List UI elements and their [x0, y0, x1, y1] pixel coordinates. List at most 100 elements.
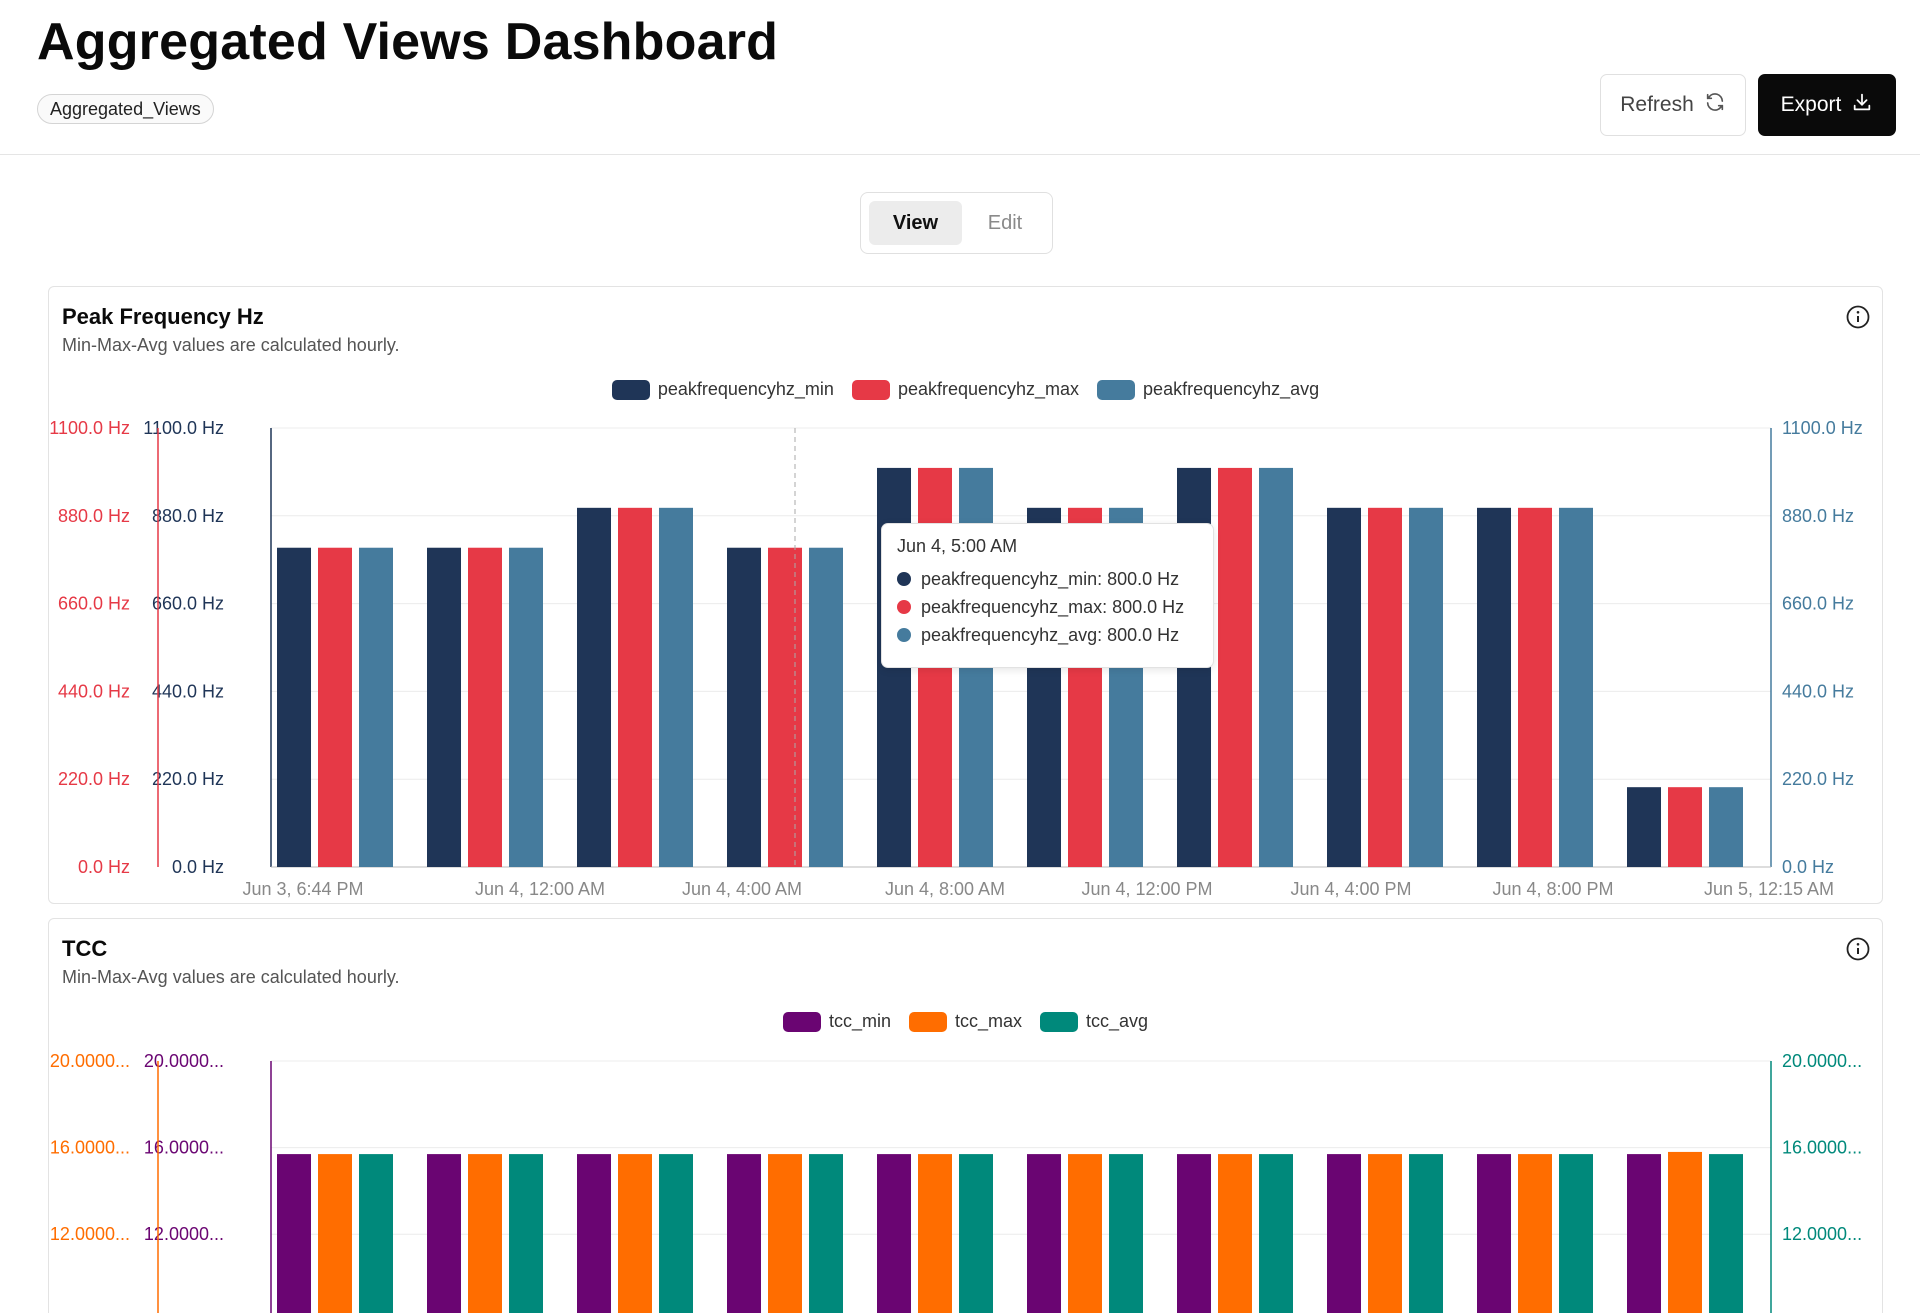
bar: [768, 1154, 802, 1313]
export-button[interactable]: Export: [1758, 74, 1896, 136]
bar: [277, 1154, 311, 1313]
x-tick-label: Jun 4, 4:00 PM: [1290, 879, 1411, 899]
bar: [727, 547, 761, 867]
bar: [318, 547, 352, 867]
y-tick-label-left-outer: 660.0 Hz: [58, 594, 130, 614]
y-tick-label-right: 12.0000...: [1782, 1224, 1862, 1244]
tag-badge[interactable]: Aggregated_Views: [37, 94, 214, 124]
bar: [768, 547, 802, 867]
y-tick-label-left-outer: 880.0 Hz: [58, 506, 130, 526]
legend-swatch: [611, 379, 650, 400]
bar: [618, 507, 652, 867]
y-tick-label-right: 1100.0 Hz: [1782, 418, 1863, 438]
bar: [918, 1154, 952, 1313]
bar: [1709, 787, 1743, 867]
page-header: Aggregated Views Dashboard Aggregated_Vi…: [0, 0, 1920, 155]
export-label: Export: [1780, 93, 1842, 116]
chart-legend: tcc_min tcc_max tcc_avg: [49, 1011, 1882, 1032]
card-subtitle: Min-Max-Avg values are calculated hourly…: [62, 967, 400, 987]
bar: [509, 547, 543, 867]
y-tick-label-left-outer: 220.0 Hz: [58, 769, 130, 789]
tab-edit[interactable]: Edit: [987, 212, 1023, 234]
bar: [1477, 507, 1511, 867]
tcc-chart[interactable]: 12.0000... 12.0000... 12.0000... 16.0000...…: [49, 919, 1883, 1313]
card-title: Peak Frequency Hz: [62, 304, 264, 329]
legend-item[interactable]: tcc_min: [782, 1011, 891, 1032]
bar: [1218, 1154, 1252, 1313]
chart-legend: peakfrequencyhz_min peakfrequencyhz_max …: [49, 379, 1882, 400]
y-tick-label-right: 20.0000...: [1782, 1051, 1862, 1071]
tooltip-text: peakfrequencyhz_avg: 800.0 Hz: [921, 624, 1180, 645]
bar: [727, 1154, 761, 1313]
view-edit-toggle: View Edit: [860, 192, 1053, 254]
legend-swatch: [782, 1011, 821, 1032]
bar: [1627, 787, 1661, 867]
legend-swatch: [1097, 379, 1136, 400]
chart-tooltip: Jun 4, 5:00 AM peakfrequencyhz_min: 800.…: [881, 523, 1214, 668]
tooltip-row: peakfrequencyhz_min: 800.0 Hz: [897, 565, 1198, 593]
y-tick-label-left-outer: 1100.0 Hz: [49, 418, 130, 438]
bar: [1709, 1154, 1743, 1313]
info-icon[interactable]: [1845, 936, 1871, 962]
bar: [1027, 1154, 1061, 1313]
tooltip-dot: [897, 572, 911, 586]
info-icon[interactable]: [1845, 304, 1871, 330]
y-tick-label-right: 660.0 Hz: [1782, 594, 1854, 614]
y-tick-label-left: 20.0000...: [144, 1051, 224, 1071]
bar: [1327, 1154, 1361, 1313]
bar: [427, 547, 461, 867]
x-tick-label: Jun 3, 6:44 PM: [242, 879, 363, 899]
bar: [1477, 1154, 1511, 1313]
x-tick-label: Jun 4, 8:00 AM: [885, 879, 1005, 899]
y-tick-label-right: 220.0 Hz: [1782, 769, 1854, 789]
bar: [1559, 1154, 1593, 1313]
bar: [468, 547, 502, 867]
bar: [1518, 507, 1552, 867]
legend-item[interactable]: tcc_max: [908, 1011, 1022, 1032]
bar: [1518, 1154, 1552, 1313]
bar: [659, 1154, 693, 1313]
legend-item[interactable]: peakfrequencyhz_max: [851, 379, 1079, 400]
legend-swatch: [851, 379, 890, 400]
y-tick-label-right: 16.0000...: [1782, 1138, 1862, 1158]
legend-item[interactable]: peakfrequencyhz_min: [611, 379, 834, 400]
refresh-icon: [1704, 91, 1726, 119]
bar: [959, 1154, 993, 1313]
legend-label: peakfrequencyhz_avg: [1143, 379, 1320, 399]
bar: [877, 1154, 911, 1313]
bar: [318, 1154, 352, 1313]
bar: [809, 1154, 843, 1313]
tooltip-text: peakfrequencyhz_min: 800.0 Hz: [921, 568, 1180, 589]
bar: [359, 1154, 393, 1313]
bar: [1218, 467, 1252, 867]
card-subtitle: Min-Max-Avg values are calculated hourly…: [62, 335, 400, 355]
legend-label: tcc_max: [954, 1011, 1022, 1031]
y-tick-label-left-outer: 0.0 Hz: [78, 857, 130, 877]
tooltip-title: Jun 4, 5:00 AM: [897, 536, 1018, 556]
bar: [659, 507, 693, 867]
y-tick-label-left: 880.0 Hz: [152, 506, 224, 526]
refresh-button[interactable]: Refresh: [1600, 74, 1746, 136]
bar: [1409, 507, 1443, 867]
refresh-label: Refresh: [1620, 93, 1694, 116]
bar: [1368, 1154, 1402, 1313]
peak-frequency-card: Peak Frequency Hz Min-Max-Avg values are…: [48, 286, 1883, 904]
y-tick-label-left-outer: 16.0000...: [50, 1138, 130, 1158]
tooltip-row: peakfrequencyhz_avg: 800.0 Hz: [897, 621, 1198, 649]
y-tick-label-left: 12.0000...: [144, 1224, 224, 1244]
bar: [1409, 1154, 1443, 1313]
legend-item[interactable]: tcc_avg: [1040, 1011, 1148, 1032]
bar: [577, 1154, 611, 1313]
x-tick-label: Jun 4, 12:00 AM: [475, 879, 605, 899]
bar: [1068, 1154, 1102, 1313]
tab-view[interactable]: View: [869, 201, 962, 245]
x-tick-label: Jun 4, 4:00 AM: [682, 879, 802, 899]
y-tick-label-left-outer: 20.0000...: [50, 1051, 130, 1071]
legend-label: peakfrequencyhz_min: [657, 379, 834, 399]
bar: [1327, 507, 1361, 867]
bar: [359, 547, 393, 867]
legend-item[interactable]: peakfrequencyhz_avg: [1097, 379, 1319, 400]
bar: [468, 1154, 502, 1313]
y-tick-label-left: 440.0 Hz: [152, 681, 224, 701]
bar: [427, 1154, 461, 1313]
